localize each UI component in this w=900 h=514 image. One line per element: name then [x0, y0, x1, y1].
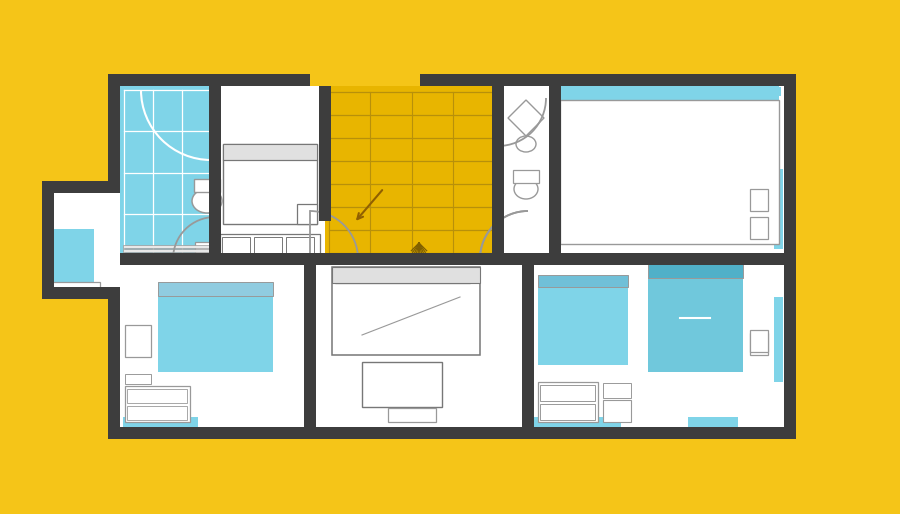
Bar: [332, 267, 480, 283]
Bar: [310, 74, 420, 86]
Bar: [108, 74, 796, 86]
Bar: [540, 404, 595, 420]
Bar: [513, 170, 539, 183]
Bar: [123, 245, 212, 248]
Bar: [127, 406, 187, 420]
Ellipse shape: [514, 179, 538, 199]
Bar: [750, 217, 768, 239]
Bar: [52, 282, 100, 294]
Bar: [784, 74, 796, 439]
Bar: [750, 333, 768, 355]
Bar: [560, 78, 779, 100]
Bar: [784, 74, 796, 439]
Bar: [42, 239, 51, 289]
Bar: [195, 242, 213, 256]
Bar: [108, 74, 120, 439]
Bar: [304, 259, 316, 427]
Bar: [498, 86, 555, 259]
Bar: [538, 275, 628, 287]
Bar: [388, 408, 436, 422]
Bar: [522, 259, 534, 427]
Bar: [528, 259, 784, 427]
Bar: [254, 237, 282, 254]
Bar: [286, 237, 314, 254]
Bar: [108, 427, 796, 439]
Ellipse shape: [192, 189, 222, 213]
Bar: [122, 87, 213, 96]
Bar: [42, 181, 54, 299]
Bar: [120, 259, 310, 427]
Bar: [603, 400, 631, 422]
Bar: [533, 417, 621, 427]
Bar: [648, 264, 743, 372]
Bar: [325, 86, 498, 259]
Bar: [123, 253, 212, 256]
Polygon shape: [508, 100, 544, 136]
Bar: [42, 181, 120, 193]
Bar: [108, 74, 796, 86]
Bar: [223, 144, 317, 160]
Bar: [158, 282, 273, 372]
Bar: [215, 86, 325, 259]
Bar: [540, 385, 595, 401]
Bar: [750, 330, 768, 352]
Bar: [648, 264, 743, 278]
Bar: [222, 237, 250, 254]
Bar: [54, 229, 94, 287]
Ellipse shape: [516, 136, 536, 152]
Bar: [492, 86, 504, 259]
Bar: [108, 193, 120, 287]
Bar: [125, 374, 151, 384]
Bar: [750, 189, 768, 211]
Bar: [194, 179, 220, 192]
Bar: [549, 86, 561, 259]
Bar: [538, 275, 628, 365]
Bar: [558, 87, 781, 96]
Bar: [42, 181, 54, 299]
Bar: [560, 100, 779, 244]
Bar: [108, 427, 796, 439]
Bar: [335, 270, 470, 283]
Bar: [125, 325, 151, 357]
Bar: [123, 417, 198, 427]
Bar: [120, 253, 784, 265]
Bar: [125, 386, 190, 422]
Bar: [688, 417, 738, 427]
Bar: [603, 383, 631, 398]
Bar: [108, 74, 120, 439]
Bar: [42, 181, 120, 299]
Bar: [158, 282, 273, 296]
Bar: [774, 297, 783, 382]
Bar: [332, 267, 480, 355]
Bar: [127, 389, 187, 403]
Bar: [297, 204, 317, 224]
Bar: [42, 181, 108, 193]
Bar: [42, 287, 120, 299]
Bar: [774, 169, 783, 249]
Bar: [123, 249, 212, 252]
Bar: [120, 86, 784, 427]
Bar: [42, 287, 108, 299]
Bar: [223, 144, 317, 224]
Bar: [108, 193, 120, 287]
Bar: [319, 86, 331, 221]
Bar: [362, 362, 442, 407]
Bar: [209, 86, 221, 259]
Bar: [310, 74, 420, 86]
Bar: [310, 259, 528, 427]
Bar: [555, 86, 784, 259]
Bar: [120, 86, 215, 259]
Bar: [538, 382, 598, 422]
Bar: [220, 234, 320, 256]
